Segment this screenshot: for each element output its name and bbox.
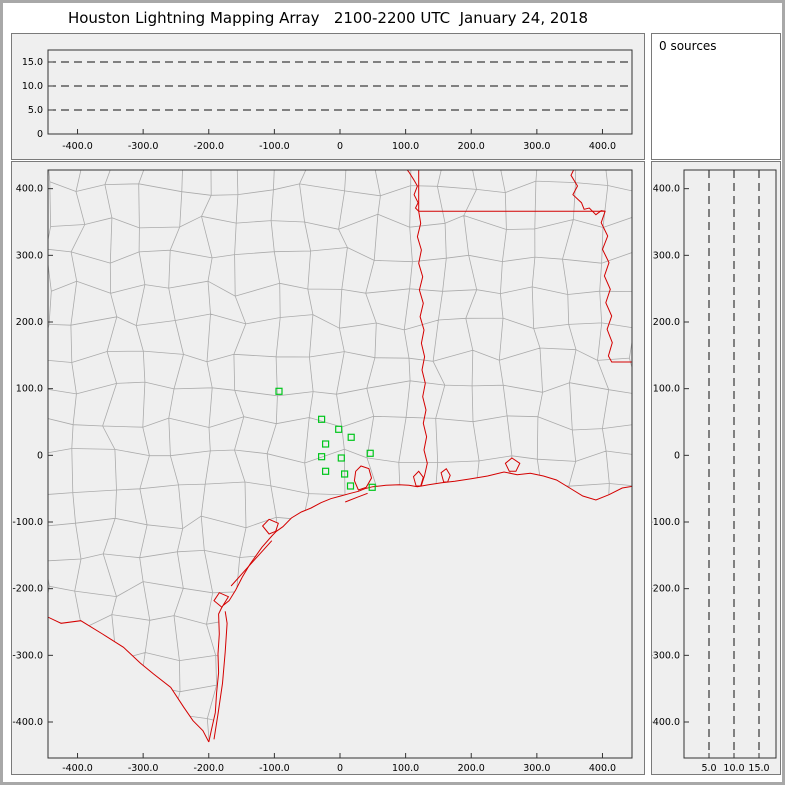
tick-label: 100.0: [392, 141, 419, 152]
state-borders-and-coastline: [48, 170, 632, 743]
tick-label: -100.0: [259, 141, 290, 152]
plot-border: [47, 49, 633, 135]
lma-station: [341, 470, 349, 478]
tick-label: -300.0: [652, 650, 680, 661]
tick-label: -200.0: [652, 584, 680, 595]
tick-label: 0: [337, 141, 343, 152]
sources-count-label: 0 sources: [659, 39, 717, 53]
tick-label: 400.0: [653, 184, 680, 195]
lma-station: [366, 449, 374, 457]
tick-label: -200.0: [193, 141, 224, 152]
lma-station: [346, 482, 355, 490]
bay-outline: [412, 470, 424, 487]
tick-label: 10.0: [723, 763, 744, 774]
tick-label: -100.0: [652, 517, 680, 528]
tick-label: -400.0: [62, 763, 93, 774]
tick-label: 200.0: [458, 763, 485, 774]
altitude-ew-panel: 0 5.0 10.0 15.0 -400.0 -300.0 -200.0 -100.0 0 100…: [11, 33, 645, 160]
tick-label: -200.0: [193, 763, 224, 774]
lma-station: [322, 467, 330, 475]
bay-outline: [353, 465, 373, 491]
altitude-ew-axes: 0 5.0 10.0 15.0 -400.0 -300.0 -200.0 -100.0 0 100…: [22, 49, 633, 152]
altitude-ns-axes: 400.0 300.0 200.0 100.0 0 -100.0 -200.0 -300.0 -…: [652, 169, 777, 774]
tick-label: 300.0: [16, 250, 43, 261]
tick-label: 200.0: [16, 317, 43, 328]
tick-label: -300.0: [12, 650, 43, 661]
tick-label: 100.0: [653, 384, 680, 395]
lma-station: [318, 415, 326, 423]
tick-label: -400.0: [12, 717, 43, 728]
mexico-region: [48, 617, 209, 758]
tick-label: 5.0: [701, 763, 716, 774]
tick-label: 200.0: [653, 317, 680, 328]
tick-label: 300.0: [523, 141, 550, 152]
map-plot[interactable]: 400.0 300.0 200.0 100.0 0 -100.0 -200.0 -300.0 -…: [12, 162, 644, 774]
tick-label: 400.0: [589, 141, 616, 152]
bay-outline: [440, 467, 451, 483]
tick-label: 15.0: [748, 763, 769, 774]
lma-station: [335, 425, 343, 433]
tick-label: 5.0: [28, 105, 43, 116]
tick-label: 100.0: [392, 763, 419, 774]
lma-station: [322, 440, 330, 448]
tick-label: -400.0: [62, 141, 93, 152]
altitude-ew-plot[interactable]: 0 5.0 10.0 15.0 -400.0 -300.0 -200.0 -100.0 0 100…: [12, 34, 644, 159]
plan-view-map-panel: 400.0 300.0 200.0 100.0 0 -100.0 -200.0 -300.0 -…: [11, 161, 645, 775]
tick-label: -300.0: [128, 763, 159, 774]
map-layers: [48, 170, 632, 758]
altitude-ns-plot[interactable]: 400.0 300.0 200.0 100.0 0 -100.0 -200.0 -300.0 -…: [652, 162, 780, 774]
tick-label: 100.0: [16, 384, 43, 395]
bay-outline: [504, 457, 521, 472]
bay-outline: [261, 518, 279, 535]
tick-label: 0: [337, 763, 343, 774]
tick-label: -100.0: [259, 763, 290, 774]
tick-label: -400.0: [652, 717, 680, 728]
sources-counter-panel: 0 sources: [651, 33, 781, 160]
plot-border: [683, 169, 777, 759]
map-axes: 400.0 300.0 200.0 100.0 0 -100.0 -200.0 -300.0 -…: [12, 169, 633, 774]
altitude-ns-panel: 400.0 300.0 200.0 100.0 0 -100.0 -200.0 -300.0 -…: [651, 161, 781, 775]
tick-label: 300.0: [523, 763, 550, 774]
lma-station: [368, 483, 376, 491]
tick-label: -100.0: [12, 517, 43, 528]
lma-station: [337, 454, 345, 462]
tick-label: 15.0: [22, 57, 43, 68]
bay-outline: [213, 592, 230, 609]
lma-station: [275, 387, 283, 395]
tick-label: 0: [37, 450, 43, 461]
tick-label: 400.0: [589, 763, 616, 774]
window-title: Houston Lightning Mapping Array 2100-220…: [67, 9, 589, 27]
barrier-island: [230, 540, 273, 587]
lma-station-markers: [275, 387, 376, 491]
tick-label: 200.0: [458, 141, 485, 152]
tick-label: 400.0: [16, 184, 43, 195]
tick-label: -300.0: [128, 141, 159, 152]
tick-label: -200.0: [12, 584, 43, 595]
barrier-island: [213, 611, 228, 740]
lma-station: [318, 453, 326, 461]
lma-station: [347, 433, 355, 441]
tick-label: 0: [674, 450, 680, 461]
tick-label: 0: [37, 129, 43, 140]
tick-label: 300.0: [653, 250, 680, 261]
tick-label: 10.0: [22, 81, 43, 92]
barrier-island: [345, 492, 368, 503]
gulf-of-mexico-water: [205, 472, 632, 758]
